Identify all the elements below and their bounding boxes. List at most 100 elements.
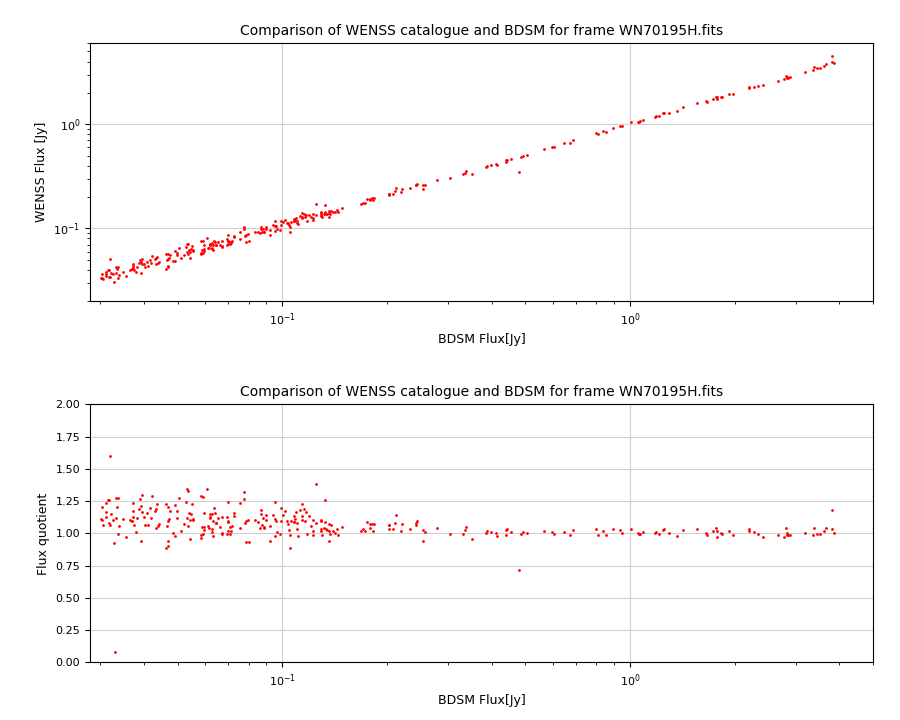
Point <box>232 226 247 238</box>
Point <box>313 523 328 535</box>
Point <box>145 250 159 261</box>
Point <box>313 210 328 221</box>
Point <box>185 240 200 252</box>
Y-axis label: WENSS Flux [Jy]: WENSS Flux [Jy] <box>35 122 48 222</box>
Point <box>771 530 786 541</box>
Point <box>141 519 156 531</box>
Point <box>706 93 720 104</box>
Point <box>220 229 235 240</box>
Point <box>102 495 116 506</box>
Point <box>499 156 513 168</box>
Point <box>222 528 237 540</box>
Point <box>806 65 820 76</box>
Point <box>134 536 148 547</box>
Point <box>266 509 280 521</box>
Point <box>512 166 526 178</box>
Point <box>215 240 230 252</box>
Point <box>317 208 331 220</box>
Point <box>197 508 211 519</box>
Point <box>237 486 251 498</box>
Point <box>130 513 144 524</box>
Point <box>102 517 116 528</box>
Point <box>657 523 671 535</box>
Point <box>186 245 201 256</box>
Point <box>364 193 379 204</box>
Point <box>195 528 210 540</box>
Point <box>168 499 183 510</box>
Point <box>363 518 377 530</box>
Point <box>115 266 130 277</box>
Point <box>382 519 396 531</box>
Point <box>207 503 221 514</box>
Point <box>149 503 164 515</box>
Point <box>143 513 157 524</box>
Point <box>172 492 186 504</box>
Point <box>395 184 410 195</box>
Point <box>709 91 724 102</box>
Point <box>320 208 334 220</box>
Point <box>203 239 218 251</box>
Point <box>194 490 208 502</box>
Point <box>215 511 230 523</box>
Point <box>742 523 757 534</box>
Point <box>102 264 116 276</box>
Point <box>99 506 113 518</box>
Point <box>220 525 235 536</box>
Point <box>274 219 288 230</box>
Point <box>134 253 148 264</box>
Point <box>299 507 313 518</box>
Point <box>824 504 839 516</box>
Point <box>269 220 284 232</box>
Point <box>220 239 235 251</box>
Point <box>206 530 220 541</box>
Point <box>322 536 337 547</box>
Point <box>160 516 175 527</box>
Point <box>816 526 831 537</box>
Point <box>746 526 760 537</box>
Point <box>207 235 221 246</box>
Point <box>126 262 140 274</box>
Point <box>305 215 320 226</box>
Point <box>479 527 493 539</box>
Point <box>148 253 162 265</box>
Point <box>200 483 214 495</box>
Point <box>148 505 162 516</box>
Point <box>204 242 219 253</box>
Point <box>652 110 666 122</box>
Point <box>706 526 720 537</box>
Point <box>826 58 841 69</box>
Point <box>499 155 513 166</box>
Point <box>181 521 195 532</box>
Point <box>458 167 473 179</box>
Point <box>134 258 148 269</box>
Point <box>268 496 283 508</box>
Point <box>220 235 235 247</box>
Point <box>780 529 795 541</box>
Point <box>294 212 309 224</box>
Point <box>166 527 181 539</box>
Point <box>826 528 841 539</box>
Point <box>367 518 382 530</box>
Point <box>119 531 133 543</box>
Point <box>233 522 248 534</box>
Point <box>662 107 676 118</box>
Point <box>388 517 402 528</box>
Point <box>106 514 121 526</box>
Point <box>289 507 303 518</box>
Point <box>429 522 444 534</box>
Point <box>162 252 176 264</box>
Point <box>101 264 115 276</box>
Point <box>710 91 724 103</box>
Point <box>287 215 302 227</box>
Title: Comparison of WENSS catalogue and BDSM for frame WN70195H.fits: Comparison of WENSS catalogue and BDSM f… <box>240 24 723 38</box>
Point <box>382 523 397 535</box>
Point <box>385 523 400 535</box>
Point <box>499 524 513 536</box>
Point <box>416 184 430 195</box>
Point <box>489 158 503 170</box>
Point <box>315 529 329 541</box>
Point <box>259 510 274 521</box>
Point <box>615 527 629 539</box>
Point <box>292 505 307 516</box>
Point <box>670 530 684 541</box>
